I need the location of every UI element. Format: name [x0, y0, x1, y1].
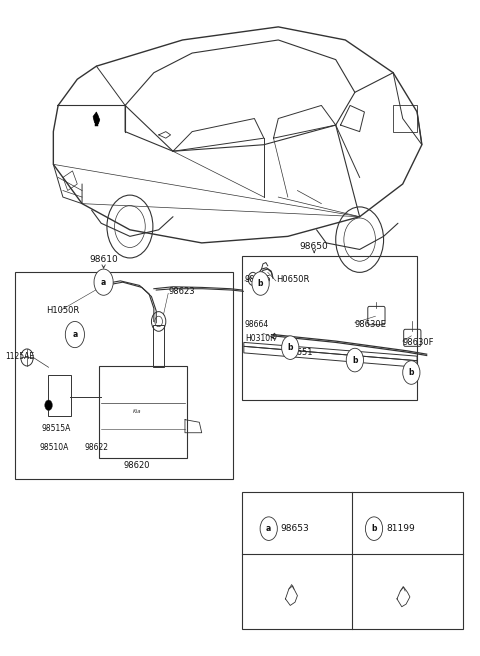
Text: a: a: [101, 277, 106, 287]
Text: 98664: 98664: [245, 320, 269, 329]
Text: 98651: 98651: [287, 348, 313, 358]
Text: 98515A: 98515A: [41, 424, 71, 433]
Text: b: b: [288, 343, 293, 352]
Circle shape: [65, 321, 84, 348]
Text: Kia: Kia: [133, 409, 141, 415]
Text: b: b: [352, 356, 358, 365]
Text: b: b: [408, 368, 414, 377]
Text: 98516: 98516: [245, 275, 271, 284]
Text: H0650R: H0650R: [276, 275, 309, 284]
Text: 98650: 98650: [300, 241, 328, 251]
Text: b: b: [371, 524, 377, 533]
Circle shape: [365, 517, 383, 541]
Text: 1125AE: 1125AE: [5, 352, 35, 361]
Circle shape: [260, 517, 277, 541]
Text: 98620: 98620: [124, 461, 150, 470]
Text: b: b: [258, 279, 264, 288]
Text: 98510A: 98510A: [40, 443, 69, 451]
Text: 98630E: 98630E: [355, 319, 387, 329]
Circle shape: [94, 269, 113, 295]
Text: 98653: 98653: [281, 524, 310, 533]
Text: 98630F: 98630F: [403, 338, 434, 347]
Text: 81199: 81199: [386, 524, 415, 533]
Circle shape: [403, 361, 420, 384]
Circle shape: [346, 348, 363, 372]
Text: 98622: 98622: [84, 443, 108, 451]
Text: a: a: [72, 330, 77, 339]
Text: a: a: [266, 524, 271, 533]
Text: 98610: 98610: [89, 255, 118, 264]
Text: H1050R: H1050R: [46, 306, 79, 315]
Circle shape: [252, 272, 269, 295]
Polygon shape: [93, 112, 100, 124]
Text: 98623: 98623: [168, 287, 195, 297]
Circle shape: [282, 336, 299, 359]
Circle shape: [45, 400, 52, 411]
Text: H0310R: H0310R: [245, 334, 276, 343]
